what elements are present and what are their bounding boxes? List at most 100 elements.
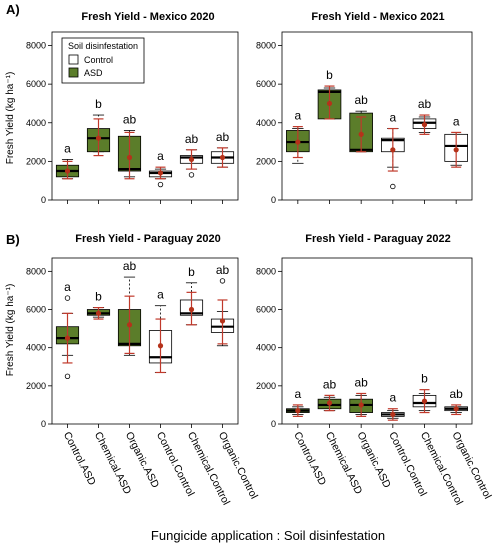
x-category-label: Control.ASD	[291, 430, 328, 488]
legend-title: Soil disinfestation	[68, 41, 138, 51]
box-Control.ASD: a	[55, 141, 80, 180]
y-tick-label: 4000	[256, 343, 276, 353]
mean-point	[157, 343, 164, 349]
panel-3: Fresh Yield - Paraguay 2020 0 2000 4000 6000…	[26, 233, 239, 429]
y-tick-label: 8000	[26, 41, 46, 51]
box-Organic.Control: a	[444, 114, 468, 168]
box-Chemical.ASD: b	[317, 68, 342, 120]
box-Control.Control: a	[148, 149, 173, 188]
y-tick-label: 2000	[256, 156, 276, 166]
mean-point	[219, 318, 226, 324]
section-label-b: B)	[6, 232, 20, 247]
y-tick-label: 0	[271, 419, 276, 429]
panel-4: Fresh Yield - Paraguay 2022 0 2000 4000 6000…	[256, 233, 473, 429]
y-tick-label: 6000	[26, 305, 46, 315]
significance-letter: ab	[185, 132, 199, 146]
significance-letter: b	[95, 97, 102, 111]
significance-letter: ab	[323, 377, 337, 391]
box-Chemical.ASD: b	[86, 97, 111, 157]
significance-letter: ab	[123, 259, 137, 273]
significance-letter: a	[64, 280, 71, 294]
outlier-point	[64, 295, 71, 301]
box-Chemical.Control: b	[179, 265, 204, 326]
significance-letter: a	[389, 391, 396, 405]
mean-point	[390, 147, 396, 153]
significance-letter: ab	[216, 130, 230, 144]
y-tick-label: 4000	[26, 343, 46, 353]
legend-swatch-control	[68, 54, 79, 65]
legend-label-control: Control	[84, 55, 113, 65]
box-Chemical.Control: ab	[179, 132, 204, 178]
mean-point	[358, 402, 364, 408]
mean-point	[157, 170, 164, 176]
significance-letter: ab	[216, 263, 230, 277]
significance-letter: ab	[449, 387, 463, 401]
significance-letter: a	[294, 109, 301, 123]
box-Chemical.Control: ab	[412, 97, 437, 135]
box-Chemical.ASD: ab	[317, 377, 342, 412]
significance-letter: a	[294, 387, 301, 401]
box-Control.Control: a	[381, 111, 405, 190]
mean-point	[95, 310, 102, 316]
mean-point	[453, 406, 459, 412]
y-tick-label: 2000	[26, 381, 46, 391]
y-tick-label: 8000	[256, 41, 276, 51]
outlier-point	[188, 172, 195, 178]
mean-point	[188, 306, 195, 313]
box-Chemical.Control: b	[412, 372, 437, 414]
panel-2: Fresh Yield - Mexico 2021 0 2000 4000 6000 80…	[256, 11, 473, 205]
mean-point	[326, 400, 333, 406]
significance-letter: ab	[354, 93, 368, 107]
mean-point	[64, 335, 71, 341]
significance-letter: ab	[354, 375, 368, 389]
y-tick-label: 6000	[26, 79, 46, 89]
box-Organic.ASD: ab	[117, 259, 142, 356]
significance-letter: b	[95, 290, 102, 304]
significance-letter: a	[389, 111, 396, 125]
outlier-point	[390, 183, 396, 190]
box-Control.ASD: a	[286, 109, 310, 164]
legend: Soil disinfestation Control ASD	[61, 37, 145, 84]
box-Control.Control: a	[381, 391, 405, 421]
plot-frame	[281, 257, 473, 425]
panel-title: Fresh Yield - Paraguay 2020	[75, 233, 221, 245]
y-tick-label: 2000	[26, 156, 46, 166]
significance-letter: a	[453, 114, 460, 128]
box-Organic.Control: ab	[210, 130, 235, 168]
box-Organic.ASD: ab	[117, 112, 142, 180]
box-Organic.ASD: ab	[349, 93, 373, 153]
plot-frame	[51, 257, 239, 425]
y-tick-label: 0	[271, 195, 276, 205]
significance-letter: ab	[418, 97, 432, 111]
significance-letter: ab	[123, 112, 137, 126]
y-tick-label: 2000	[256, 381, 276, 391]
significance-letter: a	[157, 288, 164, 302]
y-tick-label: 4000	[26, 118, 46, 128]
x-axis-title: Fungicide application : Soil disinfestat…	[151, 528, 385, 543]
box-Organic.Control: ab	[444, 387, 468, 416]
significance-letter: b	[421, 372, 428, 386]
box-Control.ASD: a	[55, 280, 80, 379]
mean-point	[219, 154, 226, 161]
x-category-label: Control.ASD	[61, 430, 98, 488]
mean-point	[358, 131, 364, 137]
y-axis-title-bottom: Fresh Yield (kg ha⁻¹)	[5, 284, 16, 377]
box-Control.Control: a	[148, 288, 173, 374]
mean-point	[295, 139, 301, 145]
y-axis-title-top: Fresh Yield (kg ha⁻¹)	[5, 72, 16, 165]
mean-point	[295, 408, 301, 414]
significance-letter: b	[188, 265, 195, 279]
y-tick-label: 4000	[256, 118, 276, 128]
plot-frame	[281, 31, 473, 201]
mean-point	[421, 398, 428, 404]
mean-point	[188, 156, 195, 163]
mean-point	[95, 135, 102, 141]
box-Organic.ASD: ab	[349, 375, 373, 417]
plot-frame	[51, 31, 239, 201]
significance-letter: b	[326, 68, 333, 82]
mean-point	[126, 154, 133, 161]
outlier-point	[157, 181, 164, 188]
significance-letter: a	[157, 149, 164, 163]
y-tick-label: 0	[41, 419, 46, 429]
